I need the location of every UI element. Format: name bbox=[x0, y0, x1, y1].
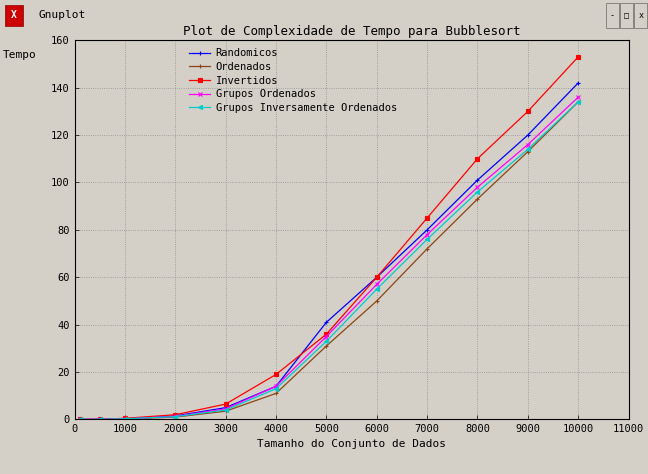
Randomicos bbox=[76, 417, 84, 422]
Grupos Inversamente Ordenados bbox=[76, 417, 84, 422]
Grupos Inversamente Ordenados bbox=[474, 189, 481, 195]
Bar bbox=[606, 3, 619, 27]
Invertidos bbox=[474, 156, 481, 162]
Invertidos bbox=[76, 417, 84, 422]
Ordenados bbox=[574, 99, 582, 105]
Bar bbox=[620, 3, 633, 27]
Grupos Inversamente Ordenados bbox=[574, 99, 582, 105]
Line: Grupos Inversamente Ordenados: Grupos Inversamente Ordenados bbox=[78, 100, 580, 421]
Ordenados bbox=[76, 417, 84, 422]
Grupos Ordenados bbox=[171, 413, 179, 419]
Randomicos bbox=[474, 177, 481, 183]
Grupos Ordenados bbox=[574, 94, 582, 100]
Invertidos bbox=[272, 372, 280, 377]
Grupos Ordenados bbox=[524, 142, 532, 147]
Text: -: - bbox=[610, 11, 615, 20]
Ordenados bbox=[524, 149, 532, 155]
Randomicos bbox=[171, 413, 179, 419]
Randomicos bbox=[222, 405, 229, 410]
Grupos Ordenados bbox=[423, 232, 431, 237]
Randomicos bbox=[323, 319, 330, 325]
Invertidos bbox=[323, 331, 330, 337]
Randomicos bbox=[96, 416, 104, 422]
Grupos Ordenados bbox=[76, 417, 84, 422]
Line: Randomicos: Randomicos bbox=[78, 81, 580, 421]
Grupos Inversamente Ordenados bbox=[222, 407, 229, 413]
Ordenados bbox=[474, 196, 481, 202]
Invertidos bbox=[373, 274, 380, 280]
Invertidos bbox=[96, 416, 104, 422]
Ordenados bbox=[96, 417, 104, 422]
Text: Gnuplot: Gnuplot bbox=[39, 10, 86, 20]
Grupos Inversamente Ordenados bbox=[96, 417, 104, 422]
Grupos Inversamente Ordenados bbox=[524, 146, 532, 152]
Ordenados bbox=[323, 343, 330, 349]
Title: Plot de Complexidade de Tempo para Bubblesort: Plot de Complexidade de Tempo para Bubbl… bbox=[183, 25, 520, 38]
Invertidos bbox=[222, 401, 229, 407]
Randomicos bbox=[121, 416, 129, 422]
Ordenados bbox=[373, 298, 380, 304]
Invertidos bbox=[524, 109, 532, 114]
Grupos Inversamente Ordenados bbox=[171, 414, 179, 419]
Line: Ordenados: Ordenados bbox=[78, 100, 580, 421]
Grupos Ordenados bbox=[222, 406, 229, 411]
Legend: Randomicos, Ordenados, Invertidos, Grupos Ordenados, Grupos Inversamente Ordenad: Randomicos, Ordenados, Invertidos, Grupo… bbox=[185, 44, 401, 117]
Randomicos bbox=[272, 383, 280, 389]
Line: Invertidos: Invertidos bbox=[78, 55, 580, 421]
Grupos Inversamente Ordenados bbox=[323, 338, 330, 344]
Randomicos bbox=[373, 274, 380, 280]
Ordenados bbox=[272, 391, 280, 396]
Invertidos bbox=[423, 215, 431, 221]
Text: X: X bbox=[11, 10, 17, 20]
Grupos Inversamente Ordenados bbox=[272, 386, 280, 392]
Randomicos bbox=[524, 132, 532, 138]
Invertidos bbox=[121, 415, 129, 421]
Grupos Ordenados bbox=[474, 184, 481, 190]
Ordenados bbox=[171, 414, 179, 420]
Text: □: □ bbox=[624, 11, 629, 20]
Grupos Ordenados bbox=[373, 282, 380, 287]
Grupos Ordenados bbox=[96, 417, 104, 422]
Grupos Ordenados bbox=[121, 416, 129, 422]
Bar bbox=[5, 5, 23, 26]
Grupos Inversamente Ordenados bbox=[373, 286, 380, 292]
Randomicos bbox=[574, 80, 582, 86]
Text: Tempo: Tempo bbox=[3, 50, 37, 60]
Invertidos bbox=[574, 54, 582, 60]
Grupos Inversamente Ordenados bbox=[423, 237, 431, 242]
Ordenados bbox=[423, 246, 431, 252]
Grupos Ordenados bbox=[272, 383, 280, 389]
Grupos Ordenados bbox=[323, 334, 330, 339]
Invertidos bbox=[171, 412, 179, 418]
X-axis label: Tamanho do Conjunto de Dados: Tamanho do Conjunto de Dados bbox=[257, 438, 446, 448]
Ordenados bbox=[222, 408, 229, 414]
Text: x: x bbox=[638, 11, 643, 20]
Ordenados bbox=[121, 416, 129, 422]
Bar bbox=[634, 3, 647, 27]
Line: Grupos Ordenados: Grupos Ordenados bbox=[78, 95, 580, 421]
Grupos Inversamente Ordenados bbox=[121, 416, 129, 422]
Randomicos bbox=[423, 227, 431, 233]
